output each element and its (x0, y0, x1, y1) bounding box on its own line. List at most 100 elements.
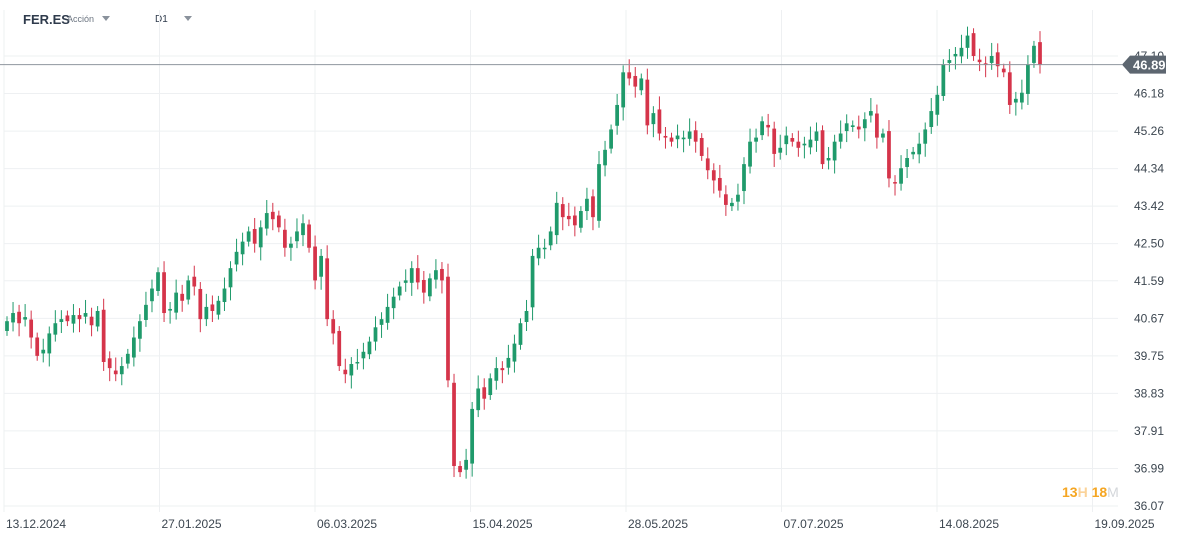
candle-body (838, 133, 843, 142)
y-tick-label: 42.50 (1134, 237, 1164, 251)
current-price-tag (1122, 55, 1166, 74)
candle-body (95, 310, 100, 327)
candle-body (397, 286, 402, 296)
candle-body (844, 123, 849, 132)
candle-body (325, 258, 330, 320)
candle-body (434, 270, 438, 280)
candle-body (150, 288, 154, 302)
candle-body (482, 387, 487, 399)
candle-body (343, 369, 348, 375)
candle-body (415, 268, 420, 283)
candle-body (331, 319, 336, 334)
candle-body (138, 321, 142, 339)
candle-body (252, 228, 257, 244)
candle-body (246, 231, 251, 242)
y-tick-label: 36.99 (1134, 461, 1164, 475)
candle-body (705, 158, 710, 171)
candle-body (887, 131, 891, 179)
y-tick-label: 45.26 (1134, 124, 1164, 138)
candle-body (1038, 42, 1042, 65)
bar-countdown: 13H 18M (1062, 484, 1119, 500)
x-tick-label: 19.09.2025 (1095, 517, 1155, 531)
candle-body (736, 194, 740, 202)
candle-body (101, 309, 106, 362)
candle-body (965, 35, 970, 48)
candle-body (89, 316, 94, 326)
candle-body (832, 141, 837, 161)
candle-body (234, 251, 239, 265)
candle-body (977, 59, 982, 63)
candle-body (597, 164, 601, 221)
symbol-dropdown-icon[interactable] (102, 16, 110, 21)
candle-body (554, 202, 559, 236)
candle-body (808, 139, 813, 148)
candle-body (355, 361, 360, 364)
candle-body (29, 319, 34, 338)
candle-body (760, 121, 764, 136)
candle-body (868, 111, 873, 116)
candle-body (119, 366, 124, 375)
candle-body (591, 196, 595, 218)
candle-body (929, 111, 934, 127)
candle-body (204, 306, 209, 320)
candle-body (730, 202, 734, 207)
candle-body (615, 104, 620, 126)
candle-body (579, 211, 583, 228)
candle-body (995, 52, 1000, 67)
candle-body (935, 94, 940, 115)
candle-body (524, 310, 529, 323)
candle-body (959, 47, 964, 57)
candle-body (500, 368, 505, 371)
candle-body (168, 308, 172, 311)
x-tick-label: 14.08.2025 (939, 517, 999, 531)
candle-body (717, 177, 722, 191)
candle-body (875, 113, 879, 138)
candle-body (289, 243, 293, 248)
candle-body (488, 378, 493, 396)
candle-body (494, 368, 499, 381)
y-tick-label: 40.67 (1134, 311, 1164, 325)
candle-body (530, 255, 535, 308)
x-tick-label: 07.07.2025 (784, 517, 844, 531)
candle-body (186, 280, 191, 300)
candle-body (283, 229, 287, 248)
timeframe-dropdown-icon[interactable] (184, 16, 192, 21)
candle-body (645, 79, 650, 126)
candle-body (264, 213, 269, 229)
candle-body (856, 126, 861, 130)
candle-body (826, 157, 831, 161)
candle-body (222, 288, 227, 303)
asset-type-label: Acción (67, 14, 95, 24)
candle-body (850, 125, 855, 127)
candle-body (59, 319, 64, 323)
candle-body (947, 60, 952, 63)
candle-body (77, 315, 82, 320)
candle-body (790, 138, 795, 142)
candle-body (83, 313, 88, 317)
timeframe-label[interactable]: D1 (155, 14, 168, 25)
candle-body (506, 357, 511, 368)
candle-body (144, 304, 148, 320)
x-tick-label: 13.12.2024 (6, 517, 66, 531)
candle-body (421, 279, 426, 293)
candle-body (989, 56, 994, 63)
candle-body (911, 151, 916, 155)
candle-body (361, 351, 366, 359)
candle-body (778, 147, 783, 153)
candle-body (270, 211, 275, 220)
candle-body (1013, 98, 1018, 103)
candle-body (862, 119, 867, 129)
symbol-label[interactable]: FER.ES (23, 12, 70, 27)
candle-body (131, 337, 136, 358)
candle-body (5, 321, 9, 331)
candle-body (440, 268, 444, 281)
candle-body (633, 75, 638, 87)
candle-body (174, 292, 179, 313)
candle-body (820, 130, 825, 165)
candle-body (814, 131, 819, 141)
candle-body (748, 141, 752, 167)
candle-body (1001, 68, 1006, 73)
countdown-hours: 13 (1062, 484, 1078, 500)
candle-body (403, 280, 408, 283)
